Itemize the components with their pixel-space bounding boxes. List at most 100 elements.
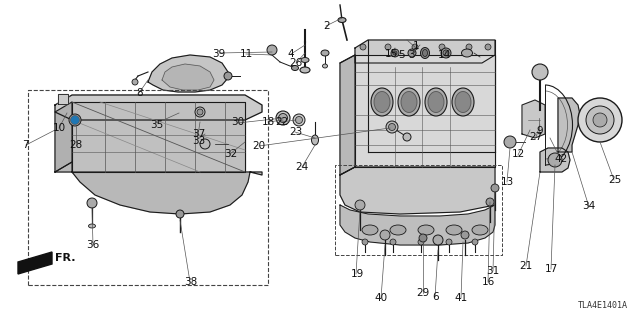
Text: 6: 6 — [432, 292, 438, 302]
Ellipse shape — [428, 92, 444, 113]
Ellipse shape — [323, 64, 328, 68]
Polygon shape — [55, 102, 72, 172]
Text: 23: 23 — [289, 127, 302, 137]
Text: 25: 25 — [608, 175, 621, 185]
Circle shape — [390, 239, 396, 245]
Polygon shape — [55, 162, 262, 214]
Text: 42: 42 — [555, 154, 568, 164]
Circle shape — [224, 72, 232, 80]
Circle shape — [446, 239, 452, 245]
Text: 40: 40 — [374, 293, 387, 303]
Text: 41: 41 — [454, 293, 467, 303]
Ellipse shape — [301, 58, 309, 62]
Circle shape — [69, 114, 81, 126]
Ellipse shape — [276, 111, 290, 125]
Text: 18: 18 — [262, 116, 275, 127]
Polygon shape — [162, 64, 214, 90]
Polygon shape — [340, 205, 495, 245]
Text: FR.: FR. — [55, 253, 76, 263]
Text: 37: 37 — [192, 129, 205, 140]
Ellipse shape — [391, 49, 399, 57]
Text: 12: 12 — [512, 149, 525, 159]
Polygon shape — [58, 94, 68, 104]
Circle shape — [548, 153, 562, 167]
Text: 15: 15 — [385, 49, 398, 60]
Text: 38: 38 — [184, 277, 197, 287]
Ellipse shape — [278, 114, 287, 123]
Polygon shape — [72, 102, 245, 172]
Circle shape — [586, 106, 614, 134]
Text: 32: 32 — [224, 148, 237, 159]
Ellipse shape — [443, 50, 449, 56]
Circle shape — [412, 44, 418, 50]
Ellipse shape — [393, 51, 397, 55]
Ellipse shape — [70, 116, 79, 124]
Ellipse shape — [461, 49, 472, 57]
Ellipse shape — [403, 133, 411, 141]
Circle shape — [267, 45, 277, 55]
Ellipse shape — [472, 225, 488, 235]
Text: 11: 11 — [240, 49, 253, 59]
Text: 3: 3 — [408, 50, 415, 60]
Ellipse shape — [420, 47, 429, 59]
Text: 29: 29 — [416, 288, 429, 298]
Text: 17: 17 — [545, 264, 558, 275]
Circle shape — [419, 234, 427, 242]
Text: 36: 36 — [86, 240, 99, 250]
Ellipse shape — [441, 48, 451, 58]
Ellipse shape — [197, 109, 203, 115]
Ellipse shape — [312, 135, 319, 145]
Polygon shape — [522, 100, 545, 138]
Circle shape — [362, 239, 368, 245]
Polygon shape — [355, 40, 495, 63]
Text: 19: 19 — [351, 268, 364, 279]
Text: 13: 13 — [501, 177, 514, 188]
Circle shape — [461, 231, 469, 239]
Text: 10: 10 — [52, 123, 65, 133]
Ellipse shape — [293, 114, 305, 126]
Text: 16: 16 — [482, 277, 495, 287]
Polygon shape — [55, 95, 262, 120]
Circle shape — [491, 184, 499, 192]
Ellipse shape — [371, 88, 393, 116]
Ellipse shape — [362, 225, 378, 235]
Polygon shape — [340, 55, 355, 175]
Ellipse shape — [446, 225, 462, 235]
Ellipse shape — [408, 49, 416, 57]
Circle shape — [578, 98, 622, 142]
Ellipse shape — [390, 225, 406, 235]
Polygon shape — [148, 55, 228, 92]
Circle shape — [433, 235, 443, 245]
Text: 34: 34 — [582, 201, 595, 212]
Polygon shape — [558, 98, 580, 152]
Circle shape — [485, 44, 491, 50]
Polygon shape — [340, 167, 495, 214]
Ellipse shape — [455, 92, 471, 113]
Ellipse shape — [88, 224, 95, 228]
Circle shape — [418, 239, 424, 245]
Ellipse shape — [321, 50, 329, 56]
Circle shape — [504, 136, 516, 148]
Ellipse shape — [338, 18, 346, 22]
Ellipse shape — [398, 88, 420, 116]
Polygon shape — [540, 148, 570, 172]
Text: 7: 7 — [22, 140, 29, 150]
Circle shape — [532, 64, 548, 80]
Polygon shape — [355, 55, 495, 167]
Polygon shape — [18, 252, 52, 274]
Ellipse shape — [195, 107, 205, 117]
Ellipse shape — [291, 66, 298, 70]
Text: 33: 33 — [192, 136, 205, 147]
Circle shape — [132, 79, 138, 85]
Text: 9: 9 — [536, 126, 543, 136]
Text: 22: 22 — [275, 117, 288, 127]
Text: 31: 31 — [486, 266, 499, 276]
Circle shape — [466, 44, 472, 50]
Ellipse shape — [296, 116, 303, 124]
Text: 24: 24 — [296, 162, 308, 172]
Circle shape — [360, 44, 366, 50]
Circle shape — [486, 198, 494, 206]
Text: 39: 39 — [212, 49, 225, 59]
Ellipse shape — [300, 67, 310, 73]
Circle shape — [385, 44, 391, 50]
